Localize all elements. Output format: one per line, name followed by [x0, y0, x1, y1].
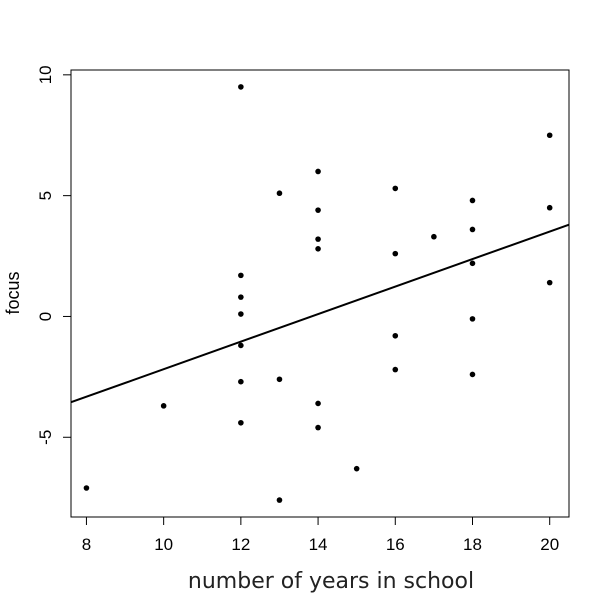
data-point: [469, 226, 476, 233]
data-point: [315, 400, 321, 407]
data-point: [238, 378, 244, 385]
y-axis: -5 0 5 10: [36, 65, 71, 445]
data-point: [160, 403, 167, 409]
data-point: [315, 236, 321, 242]
y-tick-label: 10: [36, 65, 55, 84]
x-tick-label: 18: [463, 535, 482, 554]
data-point: [469, 260, 476, 267]
data-point: [469, 316, 476, 322]
data-point: [238, 84, 244, 90]
data-point: [238, 294, 244, 300]
data-point: [392, 250, 399, 257]
y-tick-label: 5: [36, 191, 55, 200]
data-point: [431, 233, 437, 240]
data-point: [238, 342, 244, 349]
data-point: [276, 376, 283, 383]
x-tick-label: 20: [540, 535, 559, 554]
x-tick-label: 10: [154, 535, 173, 554]
y-tick-label: 0: [36, 312, 55, 321]
data-point: [83, 485, 90, 491]
data-point: [392, 366, 399, 373]
data-point: [238, 272, 244, 279]
data-point: [315, 246, 321, 252]
x-tick-label: 16: [386, 535, 405, 554]
regression-line: [70, 223, 570, 404]
x-tick-label: 14: [309, 535, 328, 554]
data-point: [276, 190, 283, 197]
data-point: [392, 332, 399, 339]
y-tick-label: -5: [36, 430, 55, 445]
data-point: [469, 197, 476, 204]
y-axis-title: focus: [3, 271, 23, 314]
data-point: [469, 371, 476, 378]
data-point: [276, 497, 283, 503]
data-point: [315, 207, 321, 213]
data-point: [546, 204, 553, 211]
data-point: [546, 279, 553, 286]
x-axis: 8 10 12 14 16 18 20: [82, 517, 559, 554]
data-point: [315, 168, 321, 175]
data-point: [238, 419, 244, 426]
x-tick-label: 12: [231, 535, 250, 554]
data-points: [83, 84, 553, 503]
data-point: [546, 132, 553, 139]
data-point: [238, 311, 244, 317]
data-point: [315, 424, 321, 431]
x-axis-title: number of years in school: [188, 569, 474, 594]
data-point: [392, 185, 399, 192]
plot-frame: [70, 69, 570, 518]
data-point: [353, 465, 360, 472]
x-tick-label: 8: [82, 535, 91, 554]
